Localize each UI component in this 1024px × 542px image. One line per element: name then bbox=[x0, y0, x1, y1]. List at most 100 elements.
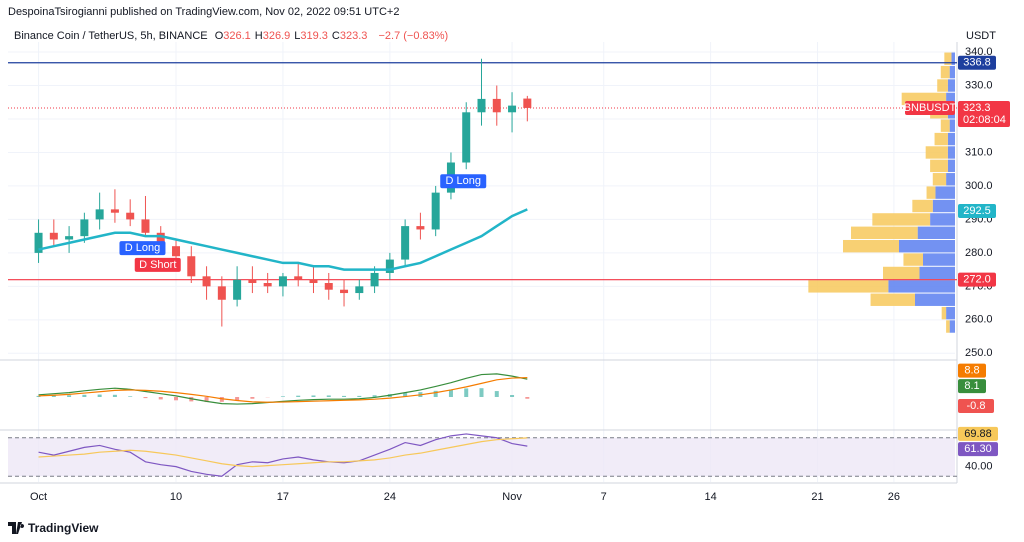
price-line-label: 336.8 bbox=[963, 57, 991, 69]
volume-sell bbox=[932, 173, 947, 186]
macd-histogram bbox=[510, 395, 515, 397]
volume-buy bbox=[917, 226, 955, 239]
currency: USDT bbox=[966, 30, 996, 42]
signal-label: D Short bbox=[139, 259, 176, 271]
candle-body bbox=[416, 226, 425, 230]
candle-body bbox=[95, 209, 104, 220]
macd-histogram bbox=[219, 397, 224, 402]
macd-histogram bbox=[67, 395, 72, 397]
macd-histogram bbox=[494, 391, 499, 397]
macd-histogram bbox=[204, 397, 209, 403]
macd-histogram bbox=[280, 396, 285, 397]
candle-body bbox=[263, 283, 272, 287]
macd-histogram bbox=[326, 395, 331, 397]
rsi-value: 61.30 bbox=[964, 443, 992, 455]
candle-body bbox=[385, 259, 394, 273]
volume-buy bbox=[899, 239, 955, 253]
signal-label: D Long bbox=[125, 242, 160, 254]
candle-body bbox=[156, 232, 165, 247]
volume-buy bbox=[946, 173, 955, 186]
candle-body bbox=[309, 279, 318, 284]
price-line-label: 272.0 bbox=[963, 274, 991, 286]
rsi-line bbox=[38, 437, 528, 468]
volume-sell bbox=[925, 146, 948, 159]
volume-sell bbox=[912, 199, 933, 213]
histogram-value-box bbox=[958, 399, 994, 413]
volume-sell bbox=[937, 79, 948, 92]
change: −2.7 (−0.83%) bbox=[378, 30, 449, 42]
volume-sell bbox=[903, 253, 923, 266]
volume-sell bbox=[883, 266, 920, 280]
volume-buy bbox=[888, 280, 955, 293]
publisher: DespoinaTsirogianni published on Trading… bbox=[8, 6, 400, 18]
macd-histogram bbox=[82, 394, 87, 397]
macd-histogram bbox=[296, 395, 301, 397]
symbol: Binance Coin / TetherUS, 5h, BINANCE bbox=[14, 30, 208, 42]
candle-body bbox=[80, 219, 89, 237]
histogram-value: -0.8 bbox=[967, 400, 986, 412]
candle-body bbox=[126, 212, 135, 220]
y-tick-label: 310.0 bbox=[965, 146, 993, 158]
last-price-box bbox=[958, 100, 1010, 127]
ohlc-key: O bbox=[214, 30, 224, 42]
y-tick-label: 330.0 bbox=[965, 79, 993, 91]
volume-sell bbox=[870, 293, 915, 306]
macd-histogram bbox=[235, 397, 240, 401]
x-tick-label: 10 bbox=[170, 491, 182, 503]
candle-body bbox=[278, 276, 287, 287]
macd-value-box bbox=[958, 363, 986, 378]
brand: TradingView bbox=[28, 521, 99, 535]
candle-body bbox=[401, 226, 410, 260]
countdown: 02:08:04 bbox=[963, 114, 1006, 126]
price-line-label-box bbox=[958, 272, 996, 287]
volume-buy bbox=[923, 253, 955, 266]
volume-sell bbox=[940, 65, 950, 79]
ohlc-key: C bbox=[331, 30, 340, 42]
rsi-line bbox=[38, 433, 528, 477]
x-tick-label: Nov bbox=[502, 491, 522, 503]
macd-histogram bbox=[112, 394, 117, 397]
macd-histogram bbox=[448, 389, 453, 397]
x-tick-label: 17 bbox=[277, 491, 289, 503]
candle-body bbox=[141, 219, 150, 233]
volume-buy bbox=[946, 92, 955, 106]
candle-body bbox=[431, 192, 440, 230]
candle-body bbox=[217, 286, 226, 300]
volume-sell bbox=[808, 280, 889, 293]
macd-histogram bbox=[158, 397, 163, 400]
volume-buy bbox=[947, 146, 955, 159]
volume-sell bbox=[934, 132, 948, 146]
x-tick-label: 24 bbox=[384, 491, 396, 503]
volume-buy bbox=[947, 132, 955, 146]
candle-body bbox=[340, 289, 349, 294]
x-tick-label: 7 bbox=[601, 491, 607, 503]
candle-body bbox=[233, 279, 242, 300]
signal-label: D Long bbox=[445, 175, 480, 187]
volume-buy bbox=[935, 186, 955, 199]
y-tick-label: 280.0 bbox=[965, 247, 993, 259]
volume-buy bbox=[949, 65, 955, 79]
y-tick-label: 250.0 bbox=[965, 347, 993, 359]
macd-value: 8.1 bbox=[964, 380, 979, 392]
volume-buy bbox=[947, 159, 955, 173]
ema-line bbox=[38, 208, 528, 271]
volume-buy bbox=[951, 52, 955, 65]
symbol-label-box bbox=[905, 100, 955, 115]
candle-body bbox=[110, 209, 119, 213]
macd-histogram bbox=[174, 397, 179, 401]
macd-histogram bbox=[97, 394, 102, 397]
last-price-label: 323.3 bbox=[963, 102, 991, 114]
macd-histogram bbox=[525, 397, 530, 399]
macd-value-box bbox=[958, 379, 986, 394]
macd-histogram bbox=[372, 395, 377, 397]
rsi-band bbox=[8, 437, 955, 477]
rsi-value-box bbox=[958, 442, 998, 457]
x-tick-label: 26 bbox=[888, 491, 900, 503]
x-tick-label: Oct bbox=[30, 491, 47, 503]
macd-histogram bbox=[342, 395, 347, 397]
ohlc-value: 323.3 bbox=[339, 30, 368, 42]
volume-buy bbox=[930, 213, 955, 226]
ohlc-value: 326.9 bbox=[262, 30, 291, 42]
y-tick-label: 340.0 bbox=[965, 46, 993, 58]
volume-sell bbox=[930, 159, 948, 173]
